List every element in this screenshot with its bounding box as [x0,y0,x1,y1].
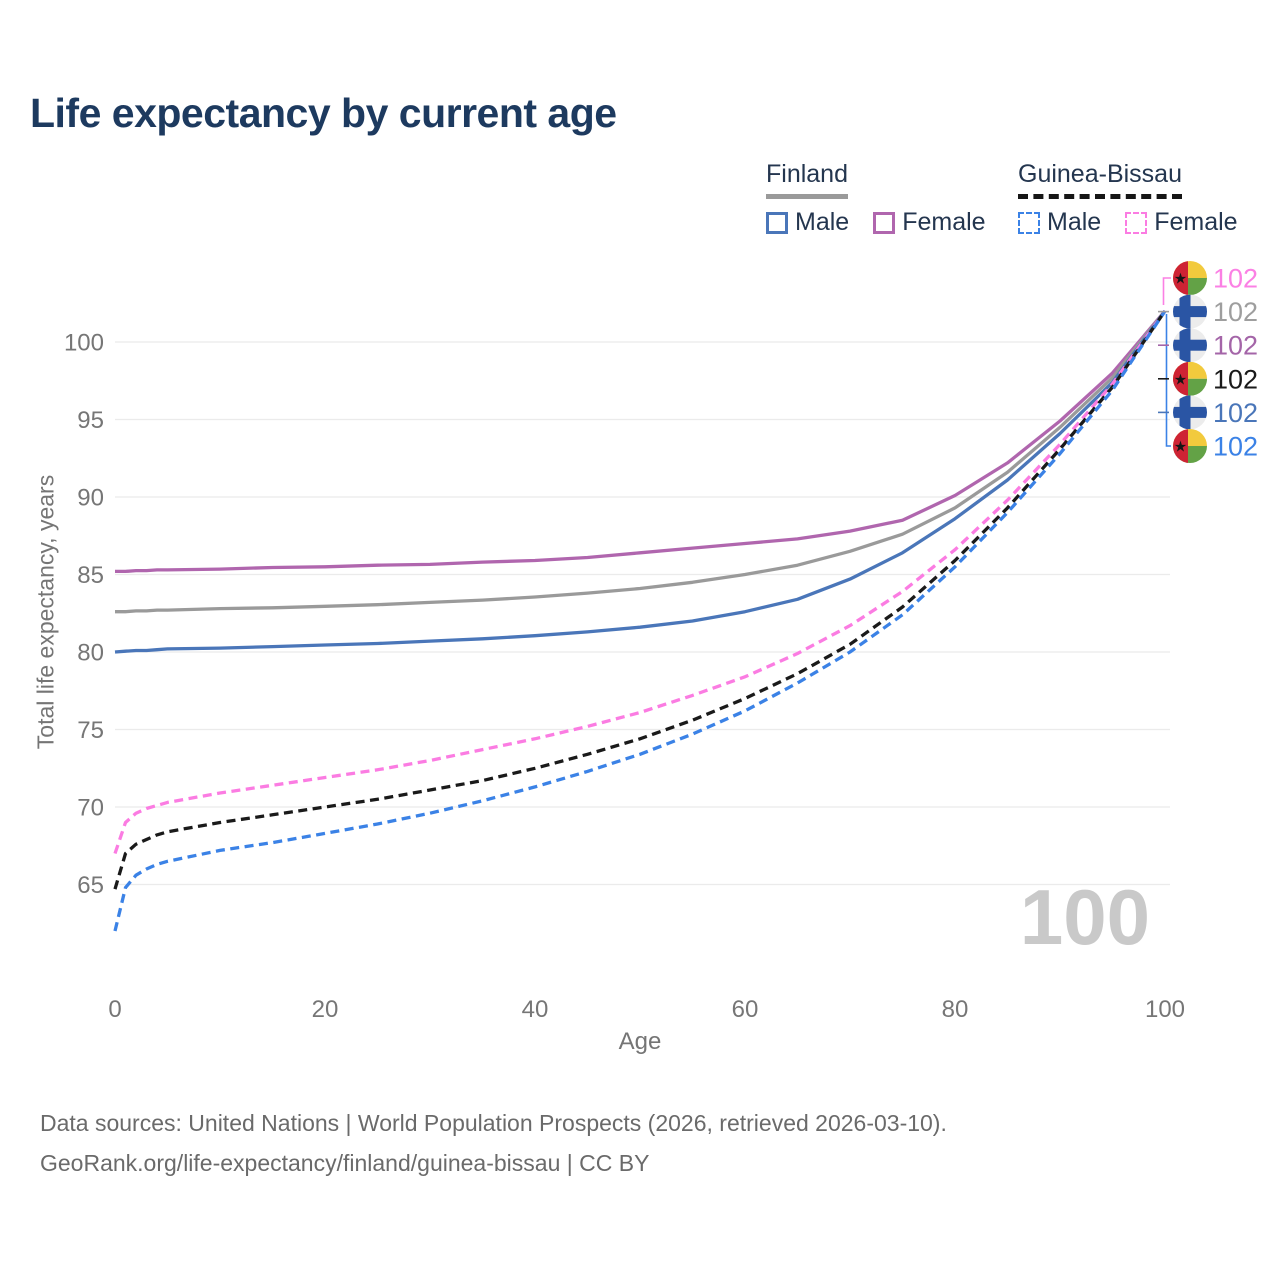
svg-text:★: ★ [1174,439,1187,456]
x-tick-label: 60 [732,996,759,1023]
y-tick-label: 75 [77,717,104,744]
flag-icon-guinea-bissau: ★ [1173,261,1207,295]
flag-icon-guinea-bissau: ★ [1173,361,1207,396]
series-line-guinea-bissau-total[interactable] [113,310,1167,890]
finland-female-swatch-icon [873,211,896,234]
legend-label-finland-female: Female [902,208,986,236]
series-line-finland-female[interactable] [115,309,1167,574]
legend-title-guinea-bissau: Guinea-Bissau [1018,160,1182,199]
end-value-label: 102 [1213,264,1258,294]
series-line-finland-male[interactable] [114,310,1167,654]
flag-icon-finland [1173,395,1207,430]
flag-icon-guinea-bissau: ★ [1173,429,1207,463]
footer-line-1: Data sources: United Nations | World Pop… [40,1110,947,1136]
legend-label-guinea-bissau-male: Male [1047,208,1102,236]
guinea-bissau-male-swatch-icon [1018,211,1040,234]
x-tick-label: 80 [942,996,969,1023]
flag-icon-finland [1173,328,1207,363]
x-tick-label: 20 [312,996,339,1023]
legend-item-guinea-bissau-male[interactable]: Male [1018,208,1101,237]
svg-text:★: ★ [1174,371,1187,388]
footer-line-2: GeoRank.org/life-expectancy/finland/guin… [40,1150,650,1176]
x-tick-label: 0 [108,996,121,1023]
series-line-guinea-bissau-male[interactable] [113,310,1167,932]
age-counter: 100 [1020,873,1150,961]
x-tick-label: 40 [522,996,549,1023]
svg-text:★: ★ [1174,271,1187,288]
y-tick-label: 70 [77,795,104,822]
y-tick-label: 85 [77,562,104,589]
legend-label-finland-male: Male [795,208,850,236]
legend-row-finland: Male Female [766,208,1002,237]
finland-male-swatch-icon [766,211,788,234]
flag-icon-finland [1173,294,1207,329]
y-axis-label: Total life expectancy, years [32,474,59,750]
legend-group-finland: Finland Male Female [766,160,1002,237]
end-value-label: 102 [1213,398,1258,428]
y-tick-label: 65 [77,872,104,899]
legend-group-guinea-bissau: Guinea-Bissau Male Female [1018,160,1254,237]
legend-item-guinea-bissau-female[interactable]: Female [1125,208,1238,237]
end-value-label: 102 [1213,331,1258,361]
y-tick-label: 80 [77,640,104,667]
legend-label-guinea-bissau-female: Female [1154,208,1238,236]
y-tick-label: 90 [77,485,104,512]
x-axis-label: Age [618,1028,662,1055]
connector-line [1162,277,1171,305]
guinea-bissau-female-swatch-icon [1125,211,1148,234]
end-value-label: 102 [1213,297,1258,327]
legend-row-guinea-bissau: Male Female [1018,208,1254,237]
legend-item-finland-female[interactable]: Female [873,208,986,237]
legend-item-finland-male[interactable]: Male [766,208,849,237]
y-tick-label: 100 [64,330,104,357]
end-value-label: 102 [1213,432,1258,462]
series-line-guinea-bissau-female[interactable] [113,310,1167,855]
x-tick-label: 100 [1145,996,1185,1023]
y-tick-label: 95 [77,407,104,434]
series-line-finland-total[interactable] [115,309,1167,614]
page-title: Life expectancy by current age [30,90,617,136]
legend-title-finland: Finland [766,160,848,199]
connector-line [1165,314,1171,447]
end-value-label: 102 [1213,364,1258,394]
